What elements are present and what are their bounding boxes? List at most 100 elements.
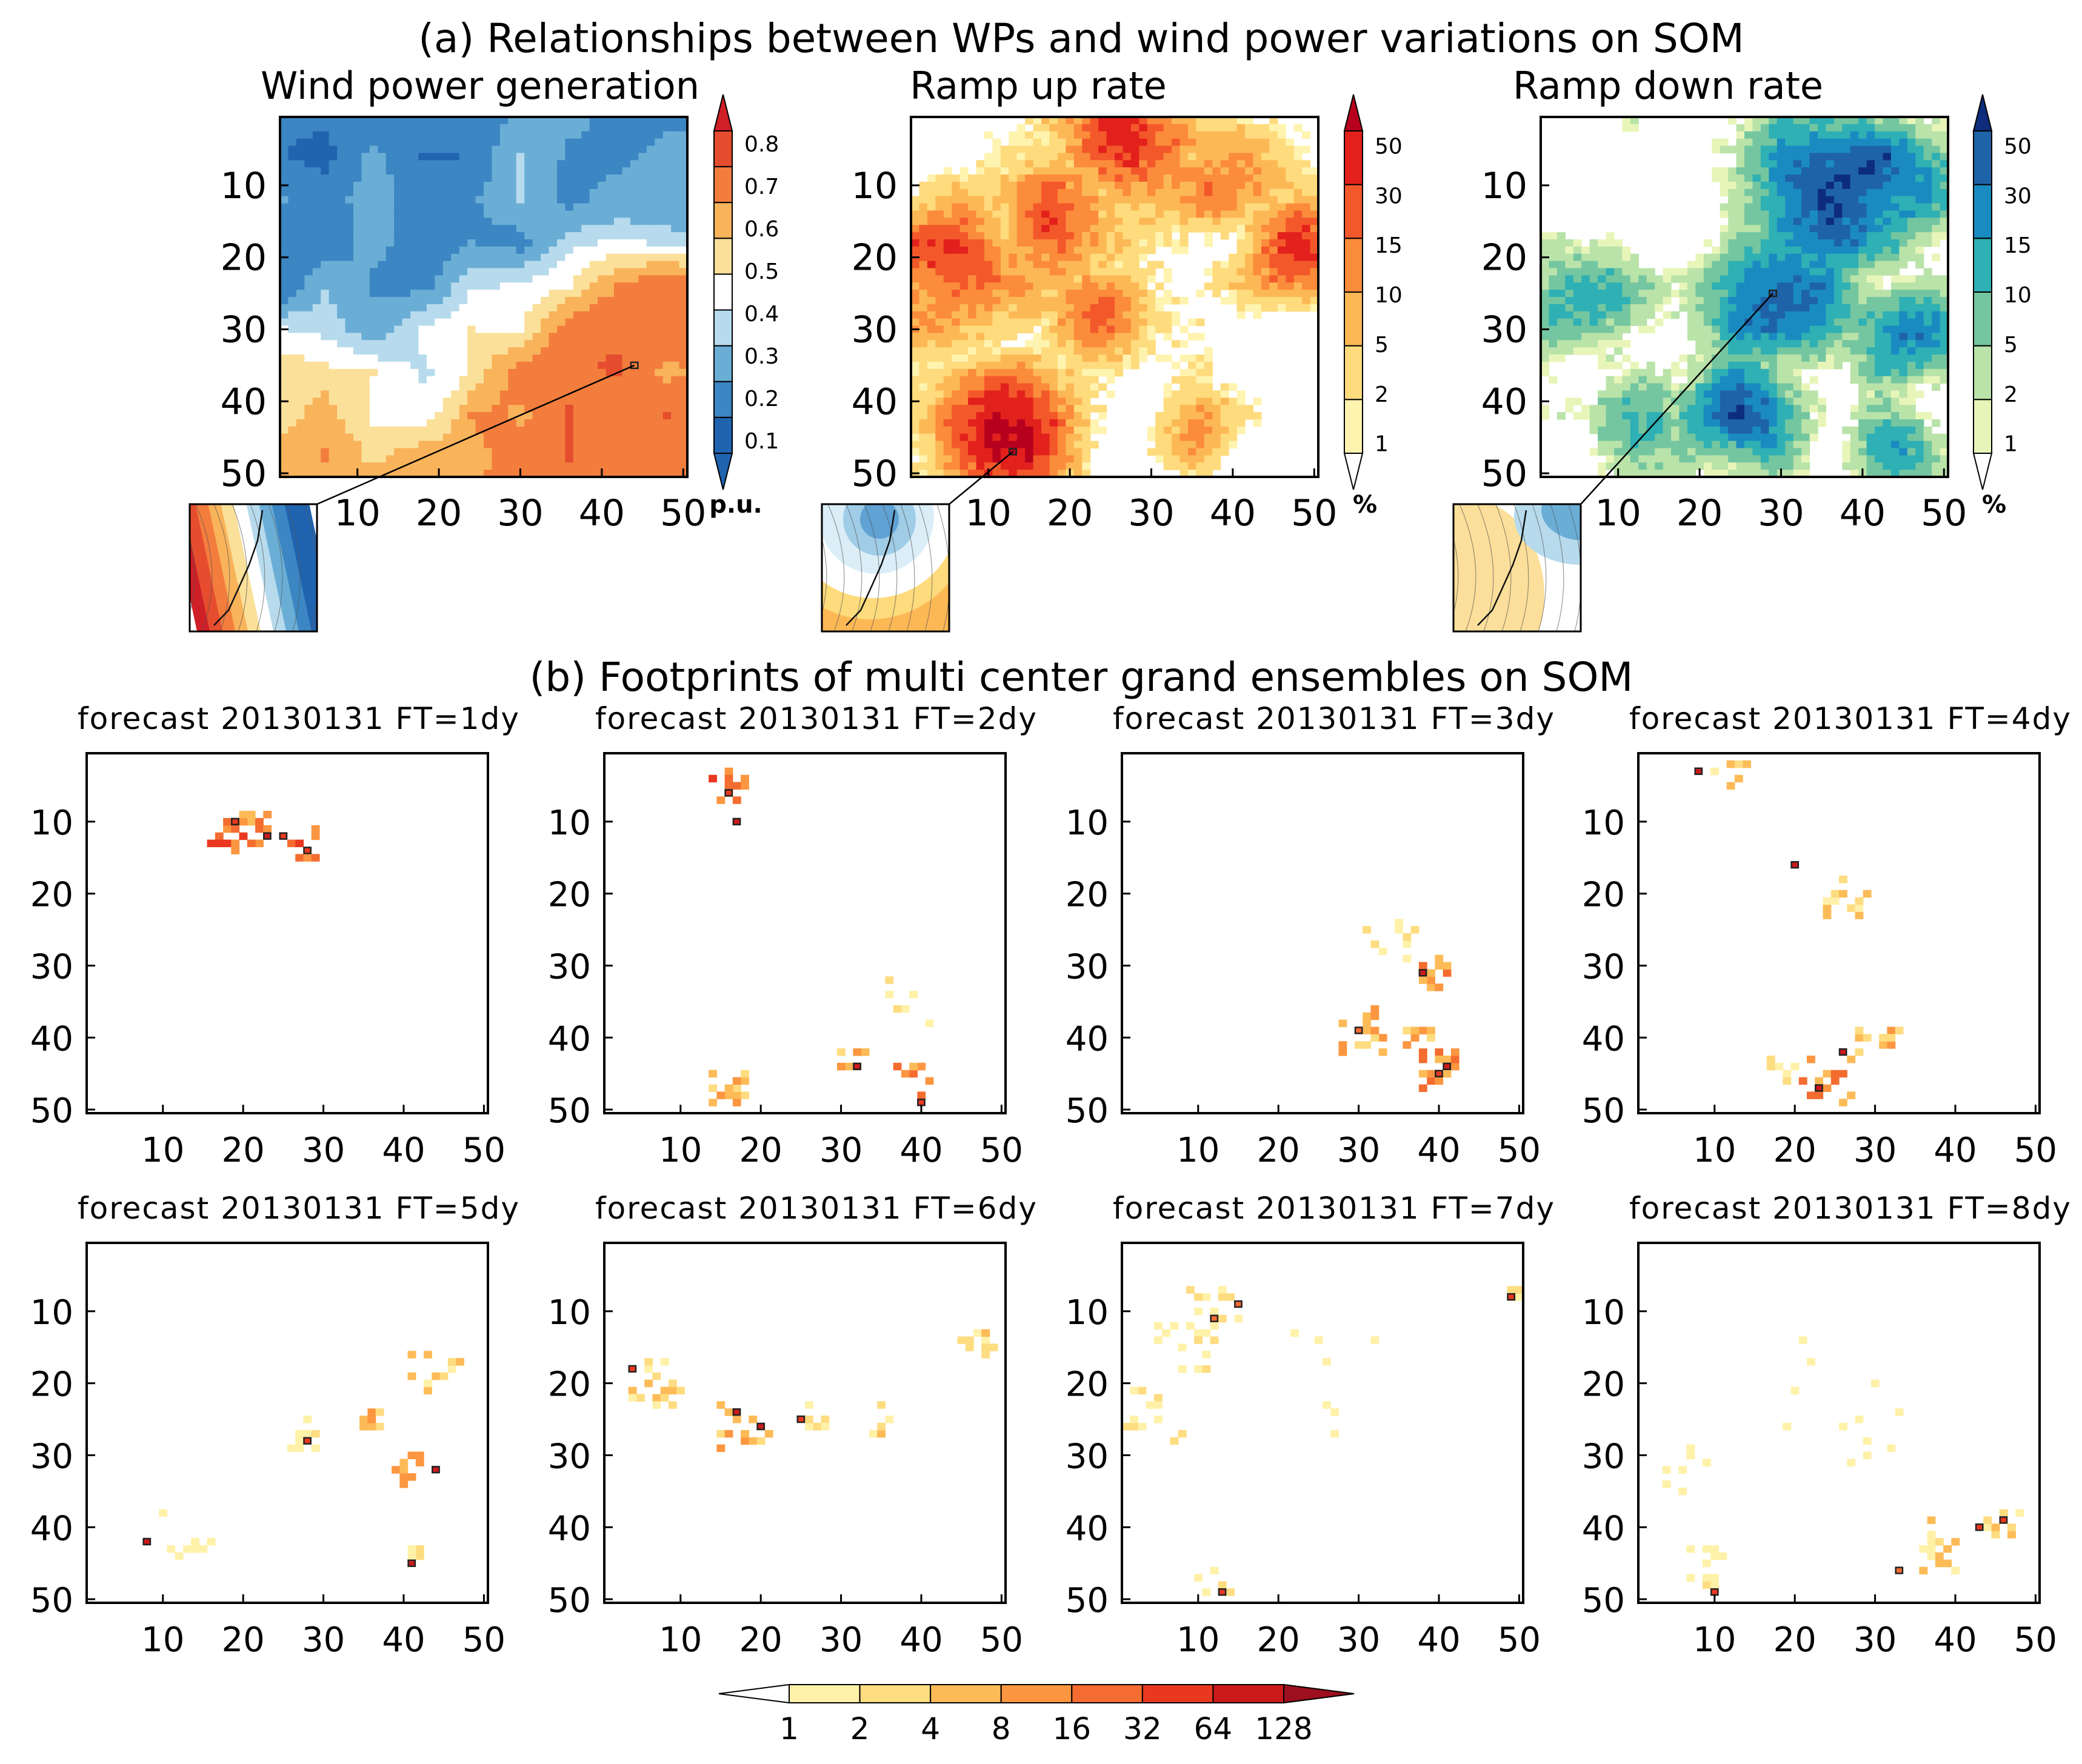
heatmap-cell [1187, 376, 1196, 384]
heatmap-cell [1245, 196, 1254, 204]
heatmap-cell [459, 290, 468, 298]
heatmap-cell [671, 297, 680, 305]
heatmap-cell [321, 376, 330, 384]
heatmap-cell [573, 188, 582, 197]
heatmap-cell [1033, 131, 1042, 139]
heatmap-cell [280, 225, 289, 233]
heatmap-cell [541, 124, 550, 132]
heatmap-cell [1139, 333, 1148, 341]
heatmap-cell [385, 117, 395, 125]
heatmap-cell [662, 398, 672, 405]
heatmap-cell [1728, 239, 1737, 247]
heatmap-cell [606, 297, 615, 305]
heatmap-cell [312, 412, 321, 420]
heatmap-cell [1760, 124, 1769, 132]
heatmap-cell [646, 153, 655, 161]
heatmap-cell [312, 311, 321, 319]
heatmap-cell [1033, 455, 1042, 463]
heatmap-cell [361, 390, 370, 398]
heatmap-cell [1760, 117, 1769, 125]
heatmap-cell [614, 426, 623, 434]
heatmap-cell [361, 218, 370, 225]
heatmap-cell [1293, 181, 1303, 190]
heatmap-cell [598, 239, 607, 247]
heatmap-cell [1073, 318, 1083, 327]
heatmap-cell [1172, 138, 1181, 147]
heatmap-cell [385, 354, 395, 362]
heatmap-cell [312, 383, 321, 391]
heatmap-cell [671, 426, 680, 434]
heatmap-cell [1155, 181, 1164, 190]
heatmap-cell [1801, 225, 1810, 233]
heatmap-cell [394, 131, 403, 139]
heatmap-cell [467, 383, 476, 391]
heatmap-cell [1090, 318, 1099, 327]
heatmap-cell [646, 426, 655, 434]
heatmap-cell [378, 282, 387, 290]
heatmap-cell [321, 340, 330, 348]
heatmap-cell [1253, 188, 1262, 197]
heatmap-cell [1057, 470, 1066, 478]
heatmap-cell [1858, 131, 1867, 139]
heatmap-cell [556, 290, 566, 298]
heatmap-cell [549, 232, 558, 240]
heatmap-cell [1130, 325, 1139, 333]
heatmap-cell [1090, 390, 1099, 398]
heatmap-cell [1769, 153, 1778, 161]
heatmap-cell [679, 333, 688, 341]
heatmap-cell [992, 412, 1001, 420]
heatmap-cell [459, 455, 468, 463]
heatmap-cell [1123, 181, 1132, 190]
heatmap-cell [573, 318, 582, 327]
heatmap-cell [630, 304, 639, 312]
heatmap-cell [442, 145, 452, 153]
heatmap-cell [1899, 160, 1908, 168]
heatmap-cell [1842, 138, 1851, 147]
heatmap-cell [976, 383, 985, 391]
heatmap-cell [442, 196, 452, 204]
heatmap-cell [1907, 218, 1916, 225]
heatmap-cell [475, 138, 484, 147]
heatmap-cell [312, 462, 321, 470]
heatmap-cell [573, 124, 582, 132]
heatmap-cell [1875, 188, 1884, 197]
heatmap-cell [968, 188, 977, 197]
heatmap-cell [984, 181, 993, 190]
heatmap-cell [410, 297, 419, 305]
heatmap-cell [1009, 412, 1018, 420]
heatmap-cell [385, 297, 395, 305]
heatmap-cell [952, 390, 961, 398]
heatmap-cell [1115, 340, 1124, 348]
heatmap-cell [1082, 433, 1091, 442]
heatmap-cell [402, 441, 411, 449]
heatmap-cell [662, 218, 672, 225]
heatmap-cell [451, 354, 460, 362]
heatmap-cell [589, 304, 598, 312]
heatmap-cell [1139, 340, 1148, 348]
heatmap-cell [952, 181, 961, 190]
heatmap-cell [598, 167, 607, 175]
heatmap-cell [361, 239, 370, 247]
heatmap-cell [1777, 210, 1786, 218]
heatmap-cell [394, 218, 403, 225]
heatmap-cell [655, 390, 664, 398]
heatmap-cell [1130, 167, 1139, 175]
heatmap-cell [484, 398, 493, 405]
heatmap-cell [606, 333, 615, 341]
heatmap-cell [1907, 225, 1916, 233]
heatmap-cell [1066, 268, 1075, 276]
heatmap-cell [679, 433, 688, 442]
heatmap-cell [679, 297, 688, 305]
heatmap-cell [353, 167, 362, 175]
heatmap-cell [1000, 311, 1009, 319]
heatmap-cell [296, 311, 305, 319]
heatmap-cell [394, 210, 403, 218]
heatmap-cell [1777, 218, 1786, 225]
heatmap-cell [565, 297, 574, 305]
heatmap-cell [1098, 261, 1107, 269]
heatmap-cell [952, 239, 961, 247]
heatmap-cell [1850, 167, 1859, 175]
heatmap-cell [1147, 347, 1156, 355]
heatmap-cell [1801, 160, 1810, 168]
heatmap-cell [467, 441, 476, 449]
